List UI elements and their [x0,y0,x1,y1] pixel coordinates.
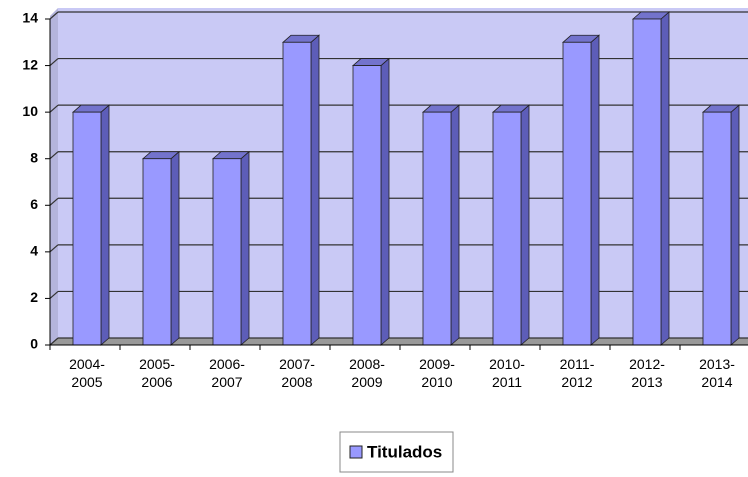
bar-side [520,104,530,346]
bar [142,158,172,346]
bar [352,65,382,346]
bar-side [450,104,460,346]
grid-line-side [49,151,59,160]
y-tick-label: 0 [30,336,38,352]
x-tick-label: 2008-2009 [349,356,385,390]
bar-side [170,150,180,346]
y-tick-label: 6 [30,196,38,212]
bar-side [380,57,390,346]
legend-label: Titulados [367,442,442,461]
bar-side [240,150,250,346]
bar [632,18,662,346]
bar [212,158,242,346]
grid-line-side [49,197,59,206]
bar-side [310,34,320,346]
grid-line-side [49,104,59,113]
bar [702,111,732,346]
grid-line-side [49,244,59,253]
grid-line-side [49,11,59,20]
x-tick-label: 2009-2010 [419,356,455,390]
bar-side [590,34,600,346]
bar [562,41,592,346]
y-tick-label: 10 [22,103,38,119]
legend-swatch [349,445,363,459]
y-tick-label: 12 [22,56,38,72]
bar [492,111,522,346]
x-tick-label: 2006-2007 [209,356,245,390]
bar [282,41,312,346]
x-tick-label: 2007-2008 [279,356,315,390]
x-tick-label: 2005-2006 [139,356,175,390]
x-tick-label: 2011-2012 [560,356,595,390]
grid-line-side [49,337,59,346]
x-tick-label: 2010-2011 [489,356,525,390]
bar-side [660,11,670,346]
y-tick-label: 2 [30,289,38,305]
x-tick-label: 2012-2013 [629,356,665,390]
bar-side [100,104,110,346]
y-tick-label: 14 [22,10,38,26]
y-tick-label: 8 [30,149,38,165]
bar [72,111,102,346]
grid-line-side [49,58,59,67]
side-wall [50,8,58,345]
grid-line-side [49,290,59,299]
x-tick-label: 2004-2005 [69,356,105,390]
y-tick-label: 4 [30,243,38,259]
bar-side [730,104,740,346]
x-tick-label: 2013-2014 [699,356,735,390]
bar [422,111,452,346]
